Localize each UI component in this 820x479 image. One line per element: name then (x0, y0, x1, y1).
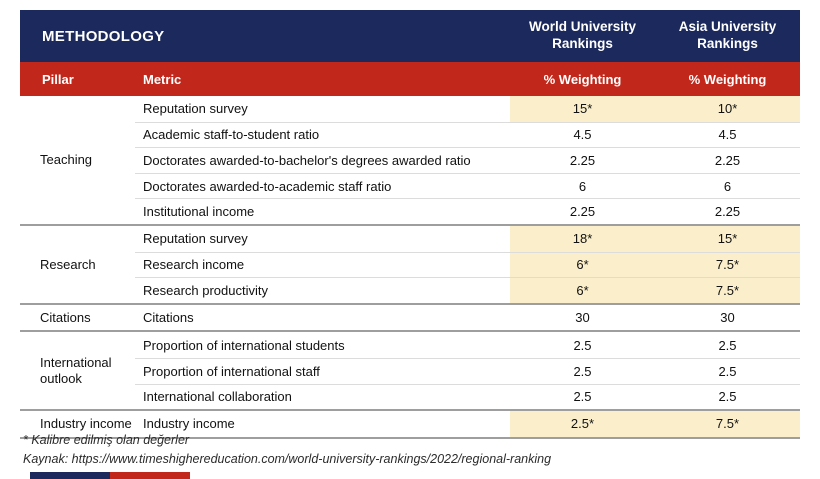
pillar-label: Teaching (40, 152, 93, 168)
metric-cell: Institutional income (143, 204, 255, 220)
world-weighting-cell: 15* (510, 96, 655, 122)
asia-weighting-cell: 7.5* (655, 278, 800, 303)
table-row: Research productivity 6* 7.5* (135, 277, 800, 303)
world-weighting-cell: 30 (575, 310, 590, 326)
table-row: International collaboration 2.5 2.5 (135, 383, 800, 410)
navy-bar (30, 472, 110, 479)
world-weighting-cell: 6* (510, 278, 655, 303)
table-row: Institutional income 2.25 2.25 (135, 198, 800, 224)
asia-weighting-cell: 2.5 (718, 389, 737, 405)
asia-weighting-cell: 2.5 (718, 363, 737, 379)
asia-weighting-cell: 15* (655, 225, 800, 252)
table-row: Doctorates awarded-to-bachelor's degrees… (135, 147, 800, 173)
column-header-asia-rankings: Asia University Rankings (678, 19, 777, 51)
red-bar (110, 472, 190, 479)
pillar-group: Research Reputation survey 18* 15* Research … (20, 223, 800, 303)
metric-cell: Citations (143, 310, 194, 326)
world-weighting-cell: 18* (510, 225, 655, 252)
world-weighting-cell: 2.25 (569, 204, 596, 220)
table-row: Research income 6* 7.5* (135, 251, 800, 278)
column-header-world-rankings: World University Rankings (528, 19, 637, 51)
world-weighting-column-header: % Weighting (543, 71, 622, 87)
world-weighting-cell: 6* (510, 252, 655, 278)
table-row: Industry income 2.5* 7.5* (135, 411, 800, 437)
metric-cell: Proportion of international staff (143, 363, 320, 379)
asia-weighting-cell: 7.5* (655, 411, 800, 437)
pillar-group: Teaching Reputation survey 15* 10* Academic … (20, 96, 800, 224)
world-weighting-cell: 2.25 (569, 152, 596, 168)
source-note: Kaynak: https://www.timeshighereducation… (23, 451, 552, 466)
pillar-group-rows: Reputation survey 15* 10* Academic staff-to… (135, 96, 800, 224)
metric-cell: Doctorates awarded-to-bachelor's degrees… (143, 152, 471, 168)
pillar-group-rows: Citations 30 30 (135, 305, 800, 331)
pillar-label: Research (40, 256, 96, 272)
metric-cell: Proportion of international students (143, 337, 345, 353)
metric-cell: Reputation survey (143, 101, 248, 117)
world-weighting-cell: 2.5* (510, 411, 655, 437)
world-weighting-cell: 6 (578, 178, 587, 194)
pillar-group-rows: Industry income 2.5* 7.5* (135, 411, 800, 437)
footnotes: * Kalibre edilmiş olan değerler Kaynak: … (23, 431, 551, 469)
table-row: Academic staff-to-student ratio 4.5 4.5 (135, 121, 800, 148)
metric-cell: Reputation survey (143, 231, 248, 247)
pillar-column-header: Pillar (42, 71, 74, 87)
metric-cell: Academic staff-to-student ratio (143, 127, 320, 143)
page-title: METHODOLOGY (42, 27, 165, 45)
table-row: Reputation survey 15* 10* (135, 96, 800, 122)
world-weighting-cell: 2.5 (573, 337, 592, 353)
table-row: Proportion of international students 2.5 2… (135, 332, 800, 358)
world-weighting-cell: 2.5 (573, 363, 592, 379)
metric-cell: Research productivity (143, 282, 268, 298)
table-body: Teaching Reputation survey 15* 10* Academic … (20, 96, 800, 439)
pillar-label: International outlook (40, 355, 112, 386)
cutoff-footer-decoration (30, 472, 190, 479)
metric-column-header: Metric (143, 71, 182, 87)
table-row: Proportion of international staff 2.5 2.5 (135, 357, 800, 384)
table-row: Reputation survey 18* 15* (135, 225, 800, 252)
pillar-group-rows: Proportion of international students 2.5 2… (135, 332, 800, 409)
asia-weighting-column-header: % Weighting (688, 71, 767, 87)
calibration-note: * Kalibre edilmiş olan değerler (23, 433, 190, 447)
metric-cell: International collaboration (143, 389, 292, 405)
pillar-group-rows: Reputation survey 18* 15* Research income 6*… (135, 225, 800, 303)
pillar-group: Industry income Industry income 2.5* 7.5* (20, 409, 800, 437)
methodology-table: METHODOLOGY World University Rankings As… (20, 10, 800, 439)
asia-weighting-cell: 2.25 (714, 204, 741, 220)
metric-cell: Doctorates awarded-to-academic staff rat… (143, 178, 392, 194)
table-subheader-bar: Pillar Metric % Weighting % Weighting (20, 62, 800, 96)
metric-cell: Research income (143, 257, 245, 273)
table-row: Doctorates awarded-to-academic staff rat… (135, 172, 800, 199)
asia-weighting-cell: 30 (720, 310, 735, 326)
pillar-group: International outlook Proportion of inter… (20, 330, 800, 410)
table-row: Citations 30 30 (135, 305, 800, 331)
asia-weighting-cell: 2.25 (714, 152, 741, 168)
asia-weighting-cell: 7.5* (655, 252, 800, 278)
pillar-label: Industry income (40, 416, 132, 432)
pillar-label: Citations (40, 309, 91, 325)
world-weighting-cell: 2.5 (573, 389, 592, 405)
pillar-group: Citations Citations 30 30 (20, 302, 800, 331)
asia-weighting-cell: 10* (655, 96, 800, 122)
metric-cell: Industry income (143, 416, 235, 432)
world-weighting-cell: 4.5 (573, 127, 592, 143)
asia-weighting-cell: 2.5 (718, 337, 737, 353)
table-header-bar: METHODOLOGY World University Rankings As… (20, 10, 800, 62)
asia-weighting-cell: 4.5 (718, 127, 737, 143)
asia-weighting-cell: 6 (723, 178, 732, 194)
